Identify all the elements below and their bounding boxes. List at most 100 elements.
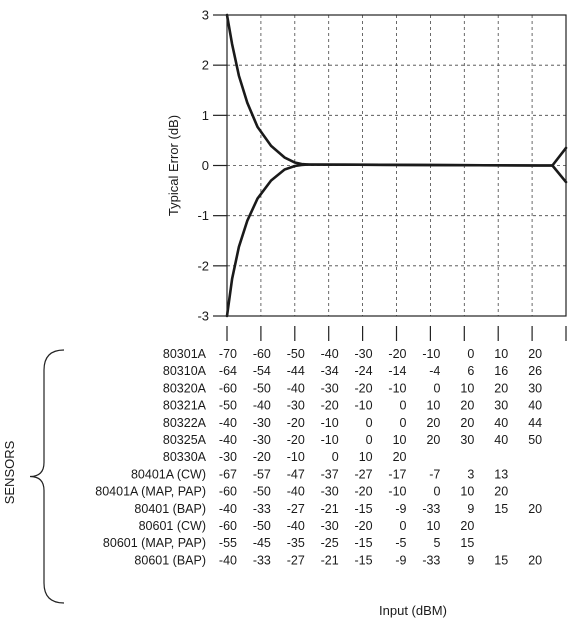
y-tick-label: 3 xyxy=(202,8,209,23)
sensor-label: 80330A xyxy=(163,450,207,464)
table-cell: -15 xyxy=(355,553,373,567)
table-cell: 20 xyxy=(528,553,542,567)
table-cell: -10 xyxy=(321,416,339,430)
table-cell: 50 xyxy=(528,433,542,447)
table-cell: -25 xyxy=(321,536,339,550)
table-cell: -30 xyxy=(253,416,271,430)
table-cell: 10 xyxy=(460,381,474,395)
table-cell: -40 xyxy=(219,416,237,430)
table-cell: 20 xyxy=(460,399,474,413)
table-cell: -34 xyxy=(321,364,339,378)
table-cell: 6 xyxy=(467,364,474,378)
table-cell: 0 xyxy=(400,519,407,533)
table-cell: -20 xyxy=(355,519,373,533)
table-cell: 20 xyxy=(460,519,474,533)
table-cell: -40 xyxy=(219,433,237,447)
error-curve-2 xyxy=(551,146,568,167)
table-cell: -30 xyxy=(321,485,339,499)
table-cell: -10 xyxy=(388,485,406,499)
table-cell: -40 xyxy=(287,519,305,533)
y-tick-label: -1 xyxy=(197,208,209,223)
y-axis-title: Typical Error (dB) xyxy=(166,115,181,216)
table-cell: -15 xyxy=(355,502,373,516)
table-cell: -21 xyxy=(321,502,339,516)
table-cell: 20 xyxy=(426,433,440,447)
table-cell: -4 xyxy=(429,364,440,378)
table-cell: -20 xyxy=(253,450,271,464)
table-cell: 40 xyxy=(528,399,542,413)
table-cell: 0 xyxy=(433,485,440,499)
y-tick-label: -2 xyxy=(197,258,209,273)
table-cell: -50 xyxy=(253,381,271,395)
table-cell: -5 xyxy=(395,536,406,550)
error-curve-3 xyxy=(551,164,568,184)
table-cell: -27 xyxy=(287,502,305,516)
sensor-label: 80601 (CW) xyxy=(139,519,206,533)
table-cell: -57 xyxy=(253,467,271,481)
table-cell: -33 xyxy=(253,553,271,567)
table-cell: -40 xyxy=(287,485,305,499)
table-cell: -35 xyxy=(287,536,305,550)
x-axis-title: Input (dBM) xyxy=(379,603,447,618)
sensor-label: 80301A xyxy=(163,347,207,361)
sensor-label: 80401A (MAP, PAP) xyxy=(95,485,206,499)
table-cell: -20 xyxy=(355,381,373,395)
table-cell: 44 xyxy=(528,416,542,430)
table-cell: -44 xyxy=(287,364,305,378)
sensor-label: 80321A xyxy=(163,399,207,413)
table-cell: 15 xyxy=(494,553,508,567)
table-cell: -40 xyxy=(287,381,305,395)
table-cell: -50 xyxy=(253,519,271,533)
sensor-label: 80601 (MAP, PAP) xyxy=(103,536,206,550)
table-cell: -33 xyxy=(253,502,271,516)
table-cell: 20 xyxy=(528,347,542,361)
table-cell: -10 xyxy=(321,433,339,447)
table-cell: -47 xyxy=(287,467,305,481)
table-cell: -24 xyxy=(355,364,373,378)
table-cell: 0 xyxy=(366,433,373,447)
table-cell: 20 xyxy=(494,381,508,395)
table-cell: 20 xyxy=(426,416,440,430)
table-cell: 10 xyxy=(460,485,474,499)
table-cell: 40 xyxy=(494,416,508,430)
error-curve-0 xyxy=(225,13,554,167)
table-cell: 15 xyxy=(494,502,508,516)
sensor-label: 80401 (BAP) xyxy=(134,502,206,516)
table-cell: -70 xyxy=(219,347,237,361)
sensor-label: 80601 (BAP) xyxy=(134,553,206,567)
table-cell: -10 xyxy=(355,399,373,413)
table-cell: 9 xyxy=(467,502,474,516)
table-cell: -60 xyxy=(219,381,237,395)
table-cell: 0 xyxy=(366,416,373,430)
table-cell: -54 xyxy=(253,364,271,378)
table-cell: 20 xyxy=(528,502,542,516)
error-curve-1 xyxy=(225,163,554,318)
table-cell: -14 xyxy=(388,364,406,378)
table-cell: -40 xyxy=(253,399,271,413)
table-cell: -30 xyxy=(219,450,237,464)
table-cell: 20 xyxy=(460,416,474,430)
sensor-label: 80310A xyxy=(163,364,207,378)
table-cell: -21 xyxy=(321,553,339,567)
table-cell: 13 xyxy=(494,467,508,481)
sensor-label: 80325A xyxy=(163,433,207,447)
table-cell: 0 xyxy=(467,347,474,361)
curve-layer xyxy=(225,13,568,318)
sensors-group-label: SENSORS xyxy=(2,440,17,504)
table-cell: 26 xyxy=(528,364,542,378)
table-cell: -20 xyxy=(321,399,339,413)
table-cell: -45 xyxy=(253,536,271,550)
table-cell: 0 xyxy=(400,399,407,413)
table-cell: -27 xyxy=(355,467,373,481)
table-cell: 20 xyxy=(393,450,407,464)
table-cell: 0 xyxy=(433,381,440,395)
table-cell: 0 xyxy=(400,416,407,430)
table-cell: -30 xyxy=(321,381,339,395)
y-tick-label: 0 xyxy=(202,158,209,173)
table-cell: 3 xyxy=(467,467,474,481)
y-tick-label: 1 xyxy=(202,108,209,123)
table-cell: -50 xyxy=(287,347,305,361)
table-cell: 30 xyxy=(494,399,508,413)
table-cell: -20 xyxy=(388,347,406,361)
